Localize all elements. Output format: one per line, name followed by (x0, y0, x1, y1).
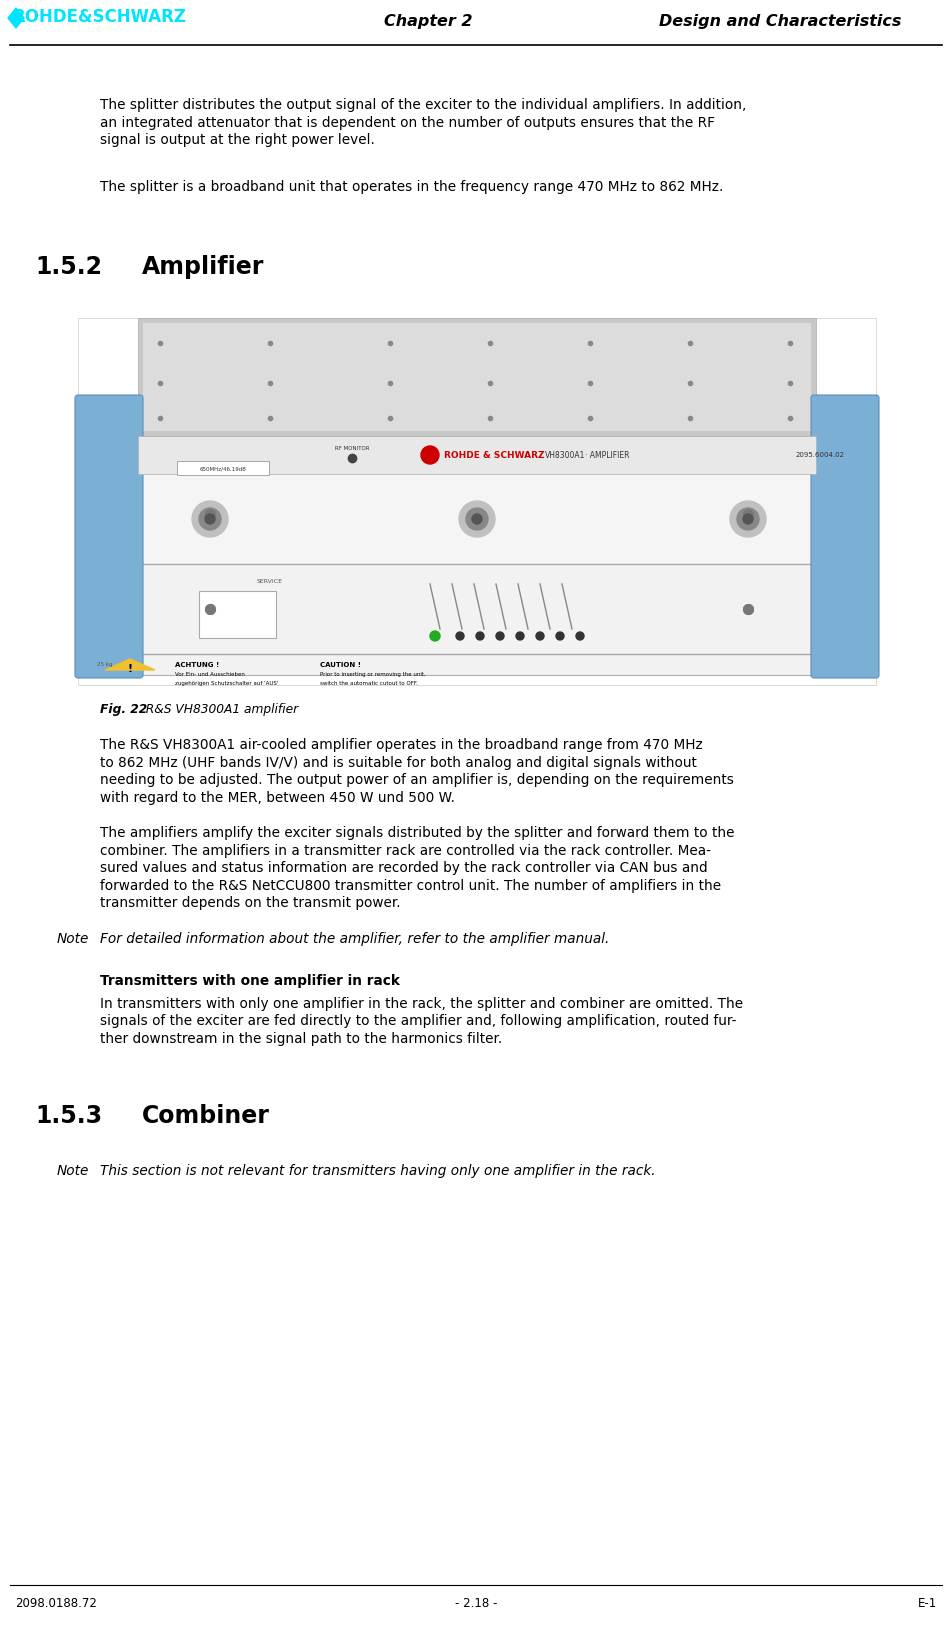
FancyBboxPatch shape (811, 394, 879, 678)
Text: 1.5.2: 1.5.2 (35, 256, 102, 279)
Text: For detailed information about the amplifier, refer to the amplifier manual.: For detailed information about the ampli… (100, 932, 609, 945)
Text: with regard to the MER, between 450 W und 500 W.: with regard to the MER, between 450 W un… (100, 790, 455, 805)
Polygon shape (8, 8, 24, 28)
Text: forwarded to the R&S NetCCU800 transmitter control unit. The number of amplifier: forwarded to the R&S NetCCU800 transmitt… (100, 878, 721, 893)
FancyBboxPatch shape (143, 323, 811, 432)
Text: Chapter 2: Chapter 2 (385, 15, 472, 29)
Text: VH8300A1: VH8300A1 (545, 451, 585, 459)
Text: R&S VH8300A1 amplifier: R&S VH8300A1 amplifier (138, 704, 298, 717)
Polygon shape (105, 660, 155, 670)
FancyBboxPatch shape (138, 318, 816, 437)
Text: In transmitters with only one amplifier in the rack, the splitter and combiner a: In transmitters with only one amplifier … (100, 997, 744, 1010)
Circle shape (730, 502, 766, 538)
Circle shape (192, 502, 228, 538)
Text: combiner. The amplifiers in a transmitter rack are controlled via the rack contr: combiner. The amplifiers in a transmitte… (100, 844, 711, 857)
Text: signals of the exciter are fed directly to the amplifier and, following amplific: signals of the exciter are fed directly … (100, 1013, 737, 1028)
Text: an integrated attenuator that is dependent on the number of outputs ensures that: an integrated attenuator that is depende… (100, 116, 715, 129)
Circle shape (456, 632, 464, 640)
Text: The splitter is a broadband unit that operates in the frequency range 470 MHz to: The splitter is a broadband unit that op… (100, 179, 724, 194)
Text: - 2.18 -: - 2.18 - (455, 1596, 497, 1609)
Text: ACHTUNG !: ACHTUNG ! (175, 661, 219, 668)
FancyBboxPatch shape (138, 474, 816, 564)
Text: Design and Characteristics: Design and Characteristics (660, 15, 902, 29)
Text: transmitter depends on the transmit power.: transmitter depends on the transmit powe… (100, 896, 401, 911)
Circle shape (536, 632, 544, 640)
Circle shape (743, 515, 753, 525)
Circle shape (556, 632, 564, 640)
Text: to 862 MHz (UHF bands IV/V) and is suitable for both analog and digital signals : to 862 MHz (UHF bands IV/V) and is suita… (100, 756, 697, 769)
Text: Combiner: Combiner (142, 1104, 269, 1127)
Text: Transmitters with one amplifier in rack: Transmitters with one amplifier in rack (100, 974, 400, 987)
Text: SERVICE: SERVICE (257, 578, 283, 585)
Circle shape (199, 508, 221, 529)
FancyBboxPatch shape (138, 437, 816, 474)
Text: 2098.0188.72: 2098.0188.72 (15, 1596, 97, 1609)
Text: E-1: E-1 (918, 1596, 937, 1609)
FancyBboxPatch shape (78, 318, 876, 686)
FancyBboxPatch shape (75, 394, 143, 678)
Circle shape (466, 508, 488, 529)
Circle shape (576, 632, 584, 640)
Circle shape (516, 632, 524, 640)
Text: This section is not relevant for transmitters having only one amplifier in the r: This section is not relevant for transmi… (100, 1165, 656, 1178)
Text: 25 kg: 25 kg (97, 661, 112, 666)
Text: RF MONITOR: RF MONITOR (335, 446, 369, 451)
Text: ROHDE&SCHWARZ: ROHDE&SCHWARZ (12, 8, 186, 26)
Circle shape (476, 632, 484, 640)
FancyBboxPatch shape (138, 437, 816, 674)
Text: Fig. 22: Fig. 22 (100, 704, 148, 717)
Circle shape (430, 630, 440, 640)
Text: 2095.6004.02: 2095.6004.02 (796, 451, 845, 458)
Circle shape (496, 632, 504, 640)
Circle shape (472, 515, 482, 525)
Text: · AMPLIFIER: · AMPLIFIER (585, 451, 629, 459)
Text: needing to be adjusted. The output power of an amplifier is, depending on the re: needing to be adjusted. The output power… (100, 774, 734, 787)
Text: ther downstream in the signal path to the harmonics filter.: ther downstream in the signal path to th… (100, 1031, 503, 1046)
Text: Vor Ein- und Ausschieben: Vor Ein- und Ausschieben (175, 673, 245, 678)
Text: The splitter distributes the output signal of the exciter to the individual ampl: The splitter distributes the output sign… (100, 98, 746, 112)
Text: 650MHz/46.19dB: 650MHz/46.19dB (200, 466, 247, 471)
Text: The amplifiers amplify the exciter signals distributed by the splitter and forwa: The amplifiers amplify the exciter signa… (100, 826, 735, 841)
Text: Note: Note (57, 1165, 89, 1178)
Text: 1.5.3: 1.5.3 (35, 1104, 102, 1127)
Text: CAUTION !: CAUTION ! (320, 661, 361, 668)
Text: Amplifier: Amplifier (142, 256, 265, 279)
Circle shape (205, 515, 215, 525)
FancyBboxPatch shape (199, 591, 276, 639)
Text: !: ! (128, 665, 132, 674)
Text: zugehörigen Schutzschalter auf 'AUS': zugehörigen Schutzschalter auf 'AUS' (175, 681, 278, 686)
Text: ROHDE & SCHWARZ: ROHDE & SCHWARZ (444, 451, 545, 459)
Text: switch the automatic cutout to OFF.: switch the automatic cutout to OFF. (320, 681, 418, 686)
Text: The R&S VH8300A1 air-cooled amplifier operates in the broadband range from 470 M: The R&S VH8300A1 air-cooled amplifier op… (100, 738, 703, 753)
Circle shape (737, 508, 759, 529)
Text: sured values and status information are recorded by the rack controller via CAN : sured values and status information are … (100, 862, 707, 875)
Text: Note: Note (57, 932, 89, 945)
Text: Prior to inserting or removing the unit,: Prior to inserting or removing the unit, (320, 673, 426, 678)
Circle shape (421, 446, 439, 464)
FancyBboxPatch shape (177, 461, 269, 476)
Circle shape (459, 502, 495, 538)
Text: signal is output at the right power level.: signal is output at the right power leve… (100, 134, 375, 147)
